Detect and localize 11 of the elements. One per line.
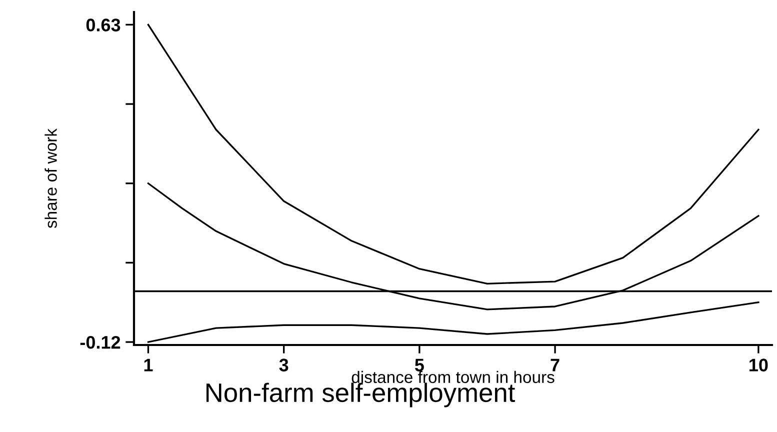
x-tick-label: 5 — [414, 358, 424, 372]
text: Non-farm self-employment — [206, 382, 516, 408]
y-axis-title: share of work — [44, 128, 57, 228]
y-tick-label: -0.12 — [80, 336, 120, 349]
x-tick-label: 7 — [550, 358, 560, 372]
x-tick-label: 3 — [279, 358, 288, 372]
x-tick-label: 10 — [750, 358, 768, 372]
line-series — [147, 24, 760, 284]
x-axis-title: distance from town in hours — [352, 370, 554, 384]
y-tick-label: 0.63 — [86, 18, 120, 32]
x-tick-label: 1 — [144, 358, 153, 372]
